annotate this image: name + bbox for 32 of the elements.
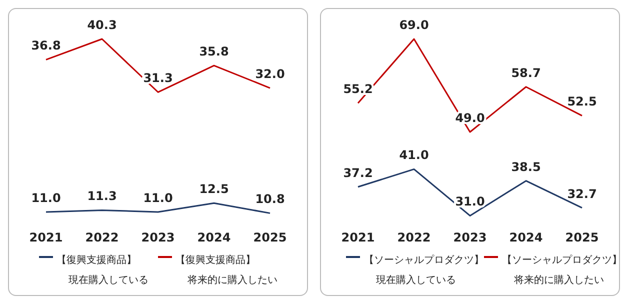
data-label: 40.3 xyxy=(87,18,117,32)
x-tick-label: 2023 xyxy=(453,230,487,245)
x-tick-label: 2022 xyxy=(397,230,431,245)
data-label: 36.8 xyxy=(31,38,61,53)
data-label: 52.5 xyxy=(567,94,597,109)
x-tick-label: 2023 xyxy=(141,230,175,245)
x-tick-label: 2025 xyxy=(253,230,287,245)
data-label: 41.0 xyxy=(399,148,429,162)
legend-label: 【復興支援商品】現在購入している xyxy=(56,254,148,288)
data-label: 32.7 xyxy=(567,186,597,201)
x-tick-label: 2024 xyxy=(509,230,543,245)
legend-label: 【ソーシャルプロダクツ】将来的に購入したい xyxy=(502,254,622,288)
data-label: 32.0 xyxy=(255,67,285,82)
data-label: 11.0 xyxy=(143,191,173,206)
x-tick-label: 2022 xyxy=(85,230,119,245)
x-tick-label: 2021 xyxy=(341,230,375,245)
data-label: 69.0 xyxy=(399,18,429,32)
data-label: 38.5 xyxy=(511,160,541,174)
legend-label: 【ソーシャルプロダクツ】現在購入している xyxy=(364,254,484,288)
data-label: 31.0 xyxy=(455,194,485,209)
data-label: 37.2 xyxy=(343,166,373,180)
x-tick-label: 2025 xyxy=(565,230,599,245)
x-tick-label: 2021 xyxy=(29,230,63,245)
data-label: 12.5 xyxy=(199,182,229,196)
data-label: 11.0 xyxy=(31,191,61,206)
data-label: 10.8 xyxy=(255,192,285,206)
x-tick-label: 2024 xyxy=(197,230,231,245)
data-label: 35.8 xyxy=(199,44,229,59)
legend-label: 【復興支援商品】将来的に購入したい xyxy=(176,254,278,288)
data-label: 31.3 xyxy=(143,71,173,86)
data-label: 58.7 xyxy=(511,66,541,80)
data-label: 11.3 xyxy=(87,189,117,204)
